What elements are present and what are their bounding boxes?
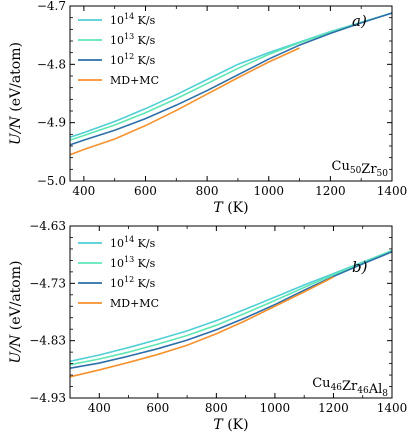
legend-unit: K/s	[134, 237, 155, 250]
plot-frame	[69, 225, 393, 399]
legend-exponent: 13	[124, 255, 134, 264]
series-line-3	[70, 251, 392, 369]
y-axis-var: U/N	[8, 115, 24, 145]
element-symbol: Zr	[361, 162, 377, 177]
y-axis-unit: (eV/atom)	[8, 42, 24, 116]
x-tick-label: 1000	[253, 184, 284, 198]
legend-exponent: 12	[124, 52, 134, 61]
legend-entry: MD+MC	[110, 297, 159, 310]
legend-entry: 1014 K/s	[110, 235, 156, 250]
legend-base: 10	[110, 54, 124, 67]
x-tick-label: 1000	[260, 401, 291, 415]
element-subscript: 46	[331, 383, 343, 393]
legend-base: 10	[110, 257, 124, 270]
legend-exponent: 13	[124, 32, 134, 41]
x-tick-label: 600	[134, 184, 157, 198]
legend-entry: 1013 K/s	[110, 255, 156, 270]
y-tick-label: −4.63	[29, 219, 66, 233]
legend-unit: K/s	[134, 54, 155, 67]
plot-frame	[69, 5, 393, 182]
x-axis-unit: (K)	[223, 417, 249, 433]
x-tick-label: 600	[146, 401, 169, 415]
legend-entry: 1014 K/s	[110, 12, 156, 27]
legend-entry: 1012 K/s	[110, 52, 156, 67]
legend-text-label: MD+MC	[110, 74, 159, 87]
y-axis-var: U/N	[8, 334, 24, 364]
legend-exponent: 14	[124, 235, 134, 244]
y-axis-label: U/N (eV/atom)	[8, 261, 24, 364]
chart-panel-2: 400 600 800 1000 1200 1400 −4.93 −4.83 −4.73 −4.6…	[8, 219, 407, 433]
x-tick-label: 400	[72, 184, 95, 198]
x-axis-var: T	[213, 200, 224, 216]
legend-base: 10	[110, 14, 124, 27]
element-subscript: 50	[377, 169, 389, 179]
y-tick-label: −4.73	[29, 276, 66, 290]
y-tick-label: −4.8	[37, 57, 66, 71]
series-line-2	[70, 12, 392, 141]
x-tick-label: 400	[88, 401, 111, 415]
chart-panel-1: 400 600 800 1000 1200 1400 −5.0 −4.9 −4.8 −4.7 T (…	[8, 0, 407, 216]
legend-entry: MD+MC	[110, 74, 159, 87]
y-tick-label: −4.9	[37, 116, 66, 130]
series-line-1	[70, 249, 392, 363]
y-axis-label: U/N (eV/atom)	[8, 42, 24, 145]
x-axis-var: T	[213, 417, 224, 433]
x-axis-label: T (K)	[213, 417, 248, 433]
composition-label: Cu50Zr50	[332, 159, 389, 179]
x-tick-label: 1200	[318, 401, 349, 415]
legend-base: 10	[110, 277, 124, 290]
element-subscript: 8	[382, 389, 388, 399]
y-axis-unit: (eV/atom)	[8, 261, 24, 335]
legend-unit: K/s	[134, 14, 155, 27]
x-tick-label: 1400	[377, 401, 408, 415]
y-tick-label: −4.93	[29, 391, 66, 405]
element-symbol: Zr	[342, 379, 358, 394]
legend-base: 10	[110, 237, 124, 250]
y-tick-label: −4.83	[29, 334, 66, 348]
x-axis-unit: (K)	[223, 200, 249, 216]
x-tick-label: 1200	[315, 184, 346, 198]
element-subscript: 46	[357, 386, 369, 396]
legend-exponent: 12	[124, 275, 134, 284]
y-tick-label: −5.0	[37, 174, 66, 188]
element-symbol: Al	[368, 382, 383, 397]
x-tick-label: 800	[196, 184, 219, 198]
legend-entry: 1013 K/s	[110, 32, 156, 47]
legend-unit: K/s	[134, 277, 155, 290]
x-tick-label: 800	[205, 401, 228, 415]
legend-entry: 1012 K/s	[110, 275, 156, 290]
legend-base: 10	[110, 34, 124, 47]
composition-label: Cu46Zr46Al8	[312, 376, 388, 399]
series-line-2	[70, 249, 392, 366]
element-subscript: 50	[350, 166, 362, 176]
series-line-3	[70, 12, 392, 146]
legend-text-label: MD+MC	[110, 297, 159, 310]
element-symbol: Cu	[312, 376, 330, 391]
panel-tag: a)	[352, 12, 367, 30]
legend-unit: K/s	[134, 34, 155, 47]
legend-unit: K/s	[134, 257, 155, 270]
x-axis-label: T (K)	[213, 200, 248, 216]
series-line-4	[70, 47, 300, 156]
x-tick-label: 1400	[377, 184, 408, 198]
series-line-4	[70, 276, 334, 378]
element-symbol: Cu	[332, 159, 350, 174]
y-tick-label: −4.7	[37, 0, 66, 13]
panel-tag: b)	[352, 258, 368, 276]
legend-exponent: 14	[124, 12, 134, 21]
